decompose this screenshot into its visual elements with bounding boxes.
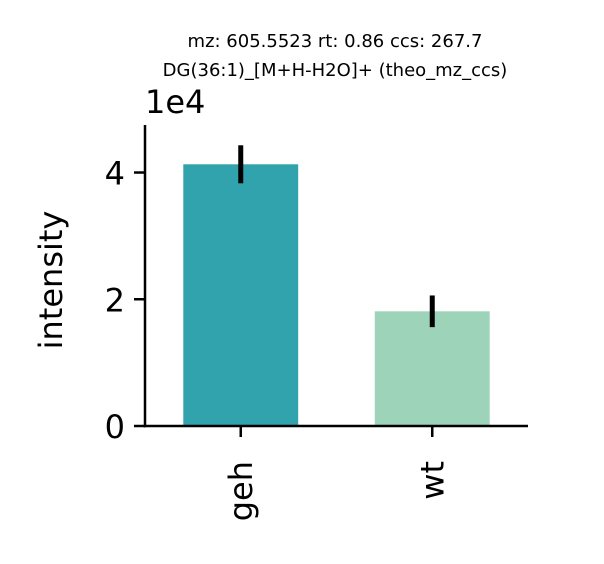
y-axis-offset-text: 1e4: [145, 83, 205, 121]
chart-title-line-1: mz: 605.5523 rt: 0.86 ccs: 267.7: [188, 31, 483, 52]
y-tick-label-0: 0: [105, 408, 125, 446]
x-tick-label-geh: geh: [222, 461, 260, 521]
y-tick-label-2: 4: [105, 155, 125, 193]
chart-title-line-2: DG(36:1)_[M+H-H2O]+ (theo_mz_ccs): [163, 60, 508, 81]
y-axis-label: intensity: [32, 211, 70, 350]
y-tick-label-1: 2: [105, 281, 125, 319]
bar-geh: [183, 164, 298, 426]
x-tick-label-wt: wt: [413, 461, 451, 500]
bar-wt: [375, 311, 490, 426]
